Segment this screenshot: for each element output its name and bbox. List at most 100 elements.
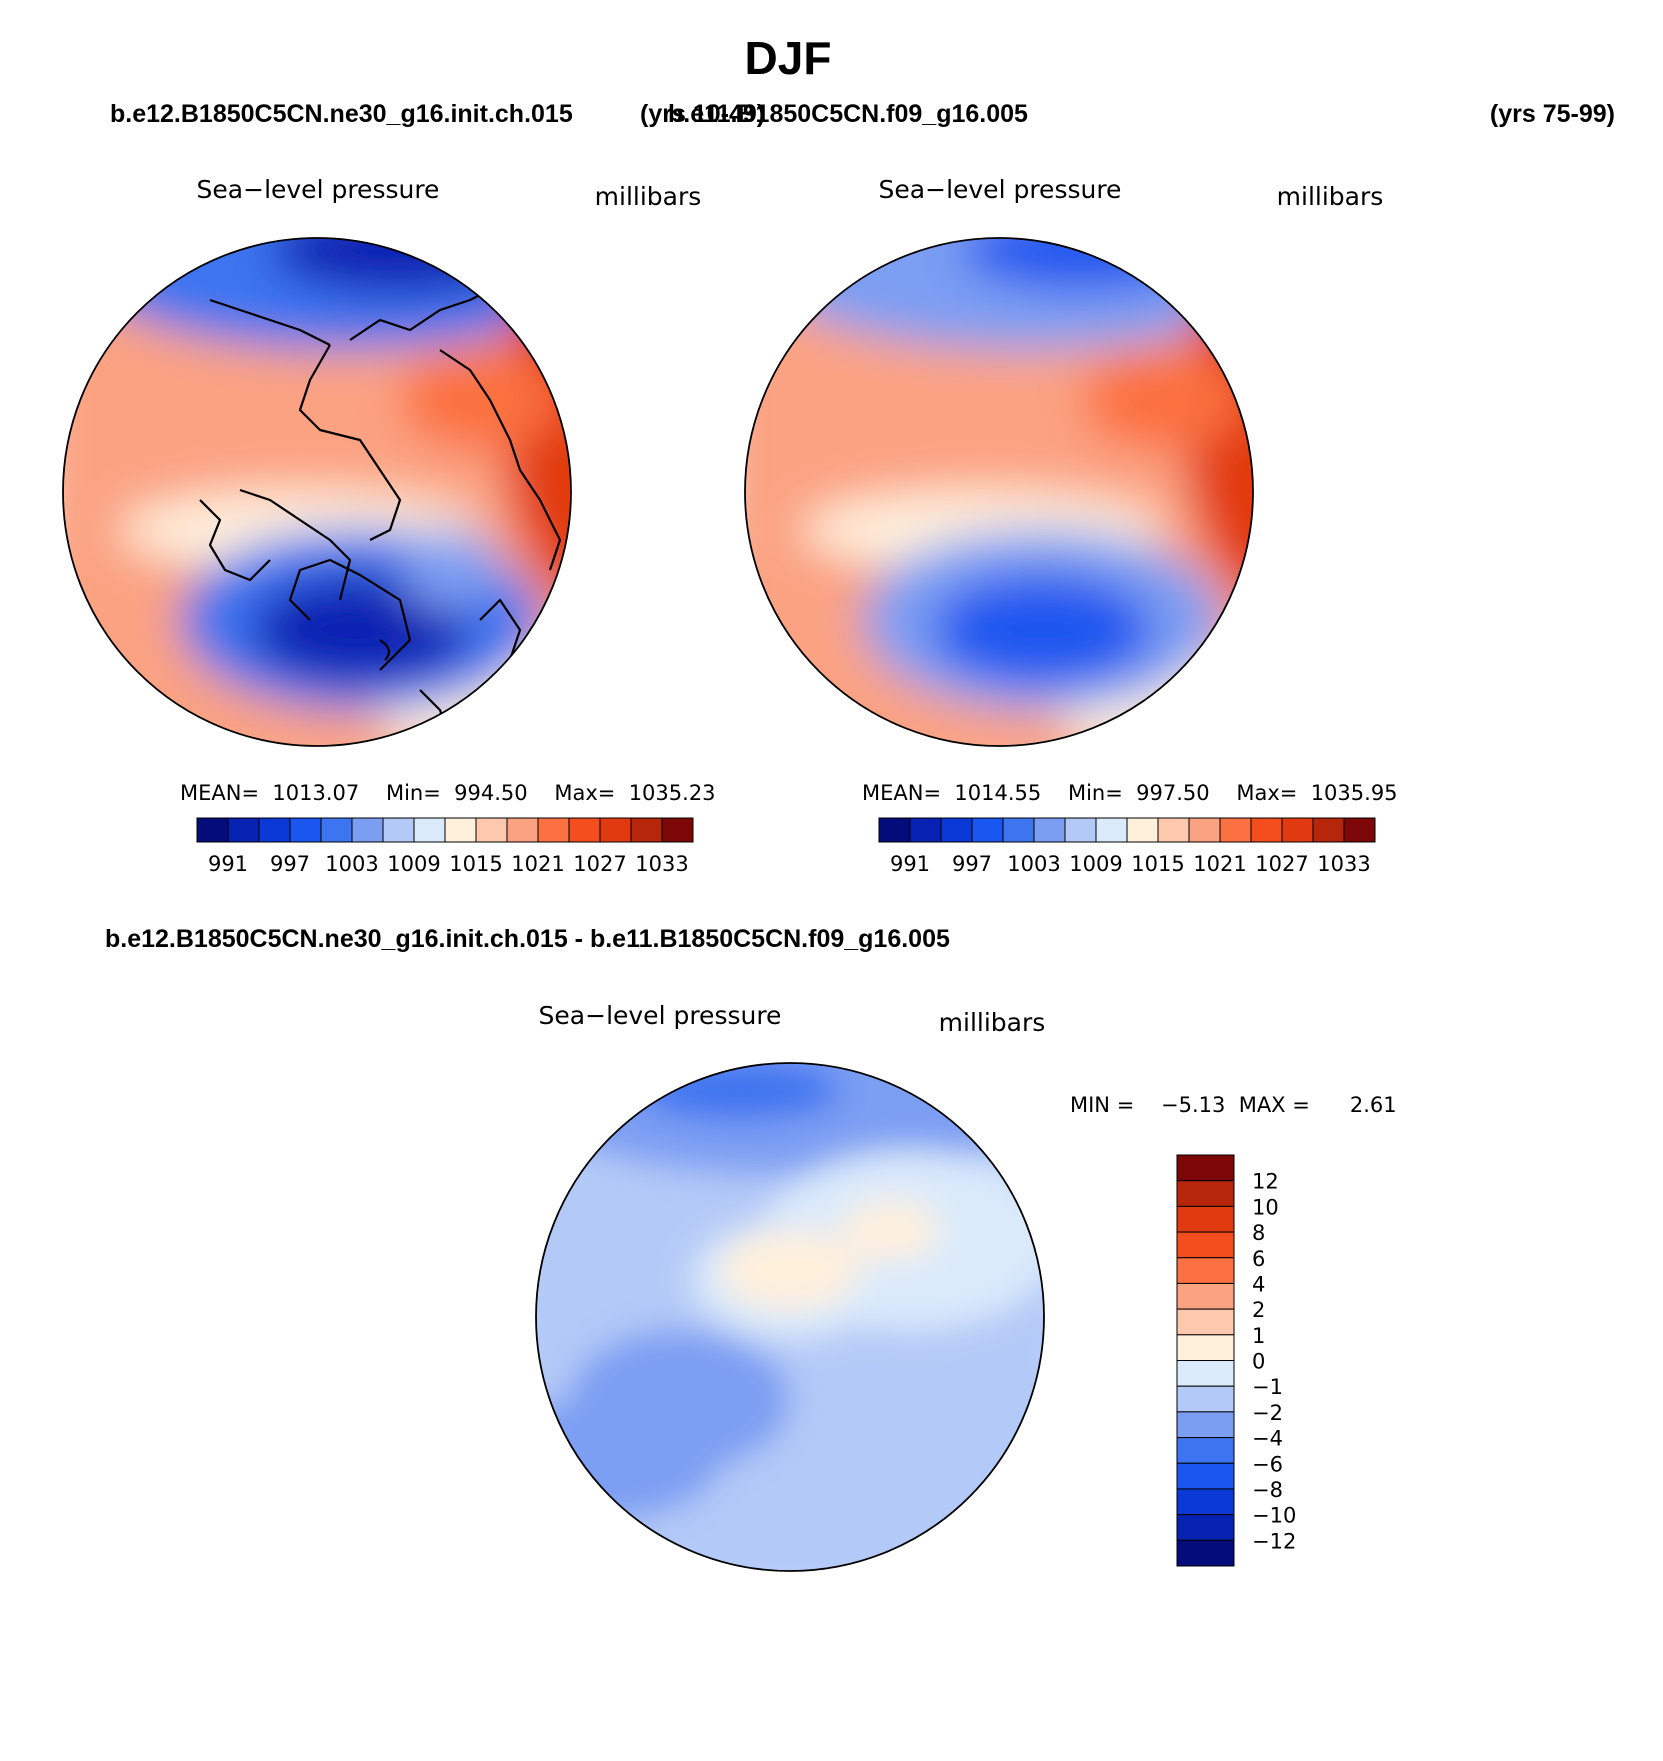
colorbar-swatch	[1176, 1385, 1235, 1413]
colorbar-swatch	[1176, 1180, 1235, 1207]
map-panel-difference: Sea−level pressure millibars	[535, 1001, 1397, 1572]
colorbar-swatch	[661, 817, 694, 843]
colorbar-swatch	[1176, 1488, 1235, 1516]
colorbar-tick-label: 1003	[1007, 852, 1060, 876]
colorbar-tick-label: 8	[1252, 1221, 1265, 1245]
colorbar-swatch	[568, 817, 601, 843]
case-b-name: b.e11.B1850C5CN.f09_g16.005	[668, 100, 1028, 128]
colorbar-tick-label: 1015	[449, 852, 502, 876]
colorbar-swatch	[444, 817, 477, 843]
colorbar-tick-label: 1027	[1255, 852, 1308, 876]
map1-variable-label: Sea−level pressure	[197, 175, 440, 204]
colorbar-swatch	[258, 817, 291, 843]
colorbar-swatch	[1281, 817, 1314, 843]
colorbar-swatch	[878, 817, 911, 843]
colorbar-swatch	[289, 817, 322, 843]
map2-units-label: millibars	[1277, 182, 1384, 211]
colorbar-tick-label: −2	[1252, 1401, 1283, 1425]
colorbar-swatch	[1176, 1308, 1235, 1336]
colorbar-tick-label: 1009	[387, 852, 440, 876]
colorbar-tick-label: 991	[890, 852, 930, 876]
colorbar-swatch	[320, 817, 353, 843]
map2-variable-label: Sea−level pressure	[879, 175, 1122, 204]
colorbar-tick-label: 991	[208, 852, 248, 876]
colorbar-swatch	[1126, 817, 1159, 843]
colorbar-tick-label: 1009	[1069, 852, 1122, 876]
colorbar-swatch	[413, 817, 446, 843]
map3-boundary	[535, 1062, 1045, 1572]
difference-title: b.e12.B1850C5CN.ne30_g16.init.ch.015 - b…	[105, 925, 950, 953]
colorbar-swatch	[630, 817, 663, 843]
colorbar-swatch	[940, 817, 973, 843]
colorbar-swatch	[971, 817, 1004, 843]
map1-stats: MEAN= 1013.07 Min= 994.50 Max= 1035.23	[180, 781, 716, 805]
colorbar-swatch	[909, 817, 942, 843]
map3-field	[536, 1063, 1044, 1571]
colorbar-tick-label: 2	[1252, 1298, 1265, 1322]
map-panel-case-a: Sea−level pressure millibars	[62, 175, 716, 876]
colorbar-tick-label: 12	[1252, 1170, 1279, 1194]
colorbar-swatch	[351, 817, 384, 843]
colorbar-tick-label: 1033	[635, 852, 688, 876]
map1-field	[63, 238, 571, 746]
colorbar-tick-label: 1021	[1193, 852, 1246, 876]
colorbar-swatch	[506, 817, 539, 843]
colorbar-tick-label: 6	[1252, 1247, 1265, 1271]
colorbar-swatch	[1176, 1514, 1235, 1541]
colorbar-swatch	[382, 817, 415, 843]
colorbar-tick-label: 1021	[511, 852, 564, 876]
case-a-years: (yrs 10-49)	[640, 100, 765, 128]
map3-stats: MIN = −5.13 MAX = 2.61	[1070, 1093, 1397, 1117]
colorbar-tick-label: 997	[270, 852, 310, 876]
colorbar-tick-label: −10	[1252, 1504, 1296, 1528]
colorbar-swatch	[537, 817, 570, 843]
map1-coastlines	[199, 258, 562, 741]
colorbar-swatch	[475, 817, 508, 843]
colorbar-tick-label: −1	[1252, 1375, 1283, 1399]
colorbar-tick-label: 0	[1252, 1350, 1265, 1374]
colorbar-tick-label: 997	[952, 852, 992, 876]
colorbar-swatch	[1176, 1205, 1235, 1233]
colorbar-tick-label: 4	[1252, 1272, 1265, 1296]
colorbar-tick-label: 1003	[325, 852, 378, 876]
colorbar-tick-label: −12	[1252, 1529, 1296, 1553]
colorbar-swatch	[599, 817, 632, 843]
colorbar-swatch	[1176, 1257, 1235, 1284]
case-b-years: (yrs 75-99)	[1490, 100, 1615, 128]
colorbar-swatch	[1095, 817, 1128, 843]
map2-colorbar: 991 997 1003 1009 1015 1021 1027 1033	[878, 817, 1376, 876]
colorbar-swatch	[1157, 817, 1190, 843]
map2-field	[745, 238, 1253, 746]
colorbar-swatch	[1176, 1334, 1235, 1361]
colorbar-swatch	[1176, 1282, 1235, 1310]
colorbar-swatch	[1250, 817, 1283, 843]
colorbar-tick-label: 1027	[573, 852, 626, 876]
colorbar-swatch	[1219, 817, 1252, 843]
colorbar-swatch	[1033, 817, 1066, 843]
colorbar-tick-label: −4	[1252, 1427, 1283, 1451]
colorbar-swatch	[1176, 1154, 1235, 1182]
colorbar-tick-label: 1033	[1317, 852, 1370, 876]
figure-title: DJF	[745, 32, 832, 84]
map1-boundary	[62, 237, 572, 747]
colorbar-swatch	[1002, 817, 1035, 843]
colorbar-swatch	[1188, 817, 1221, 843]
colorbar-swatch	[1176, 1411, 1235, 1439]
colorbar-tick-label: 1015	[1131, 852, 1184, 876]
colorbar-swatch	[1176, 1360, 1235, 1387]
colorbar-tick-label: −6	[1252, 1452, 1283, 1476]
map1-units-label: millibars	[595, 182, 702, 211]
map2-stats: MEAN= 1014.55 Min= 997.50 Max= 1035.95	[862, 781, 1398, 805]
map3-units-label: millibars	[939, 1008, 1046, 1037]
colorbar-swatch	[1176, 1437, 1235, 1464]
colorbar-swatch	[1343, 817, 1376, 843]
colorbar-swatch	[1176, 1462, 1235, 1490]
colorbar-swatch	[1312, 817, 1345, 843]
map3-variable-label: Sea−level pressure	[539, 1001, 782, 1030]
colorbar-tick-label: 10	[1252, 1195, 1279, 1219]
map2-boundary	[744, 237, 1254, 747]
colorbar-swatch	[227, 817, 260, 843]
map1-colorbar: 991 997 1003 1009 1015 1021 1027 1033	[196, 817, 694, 876]
